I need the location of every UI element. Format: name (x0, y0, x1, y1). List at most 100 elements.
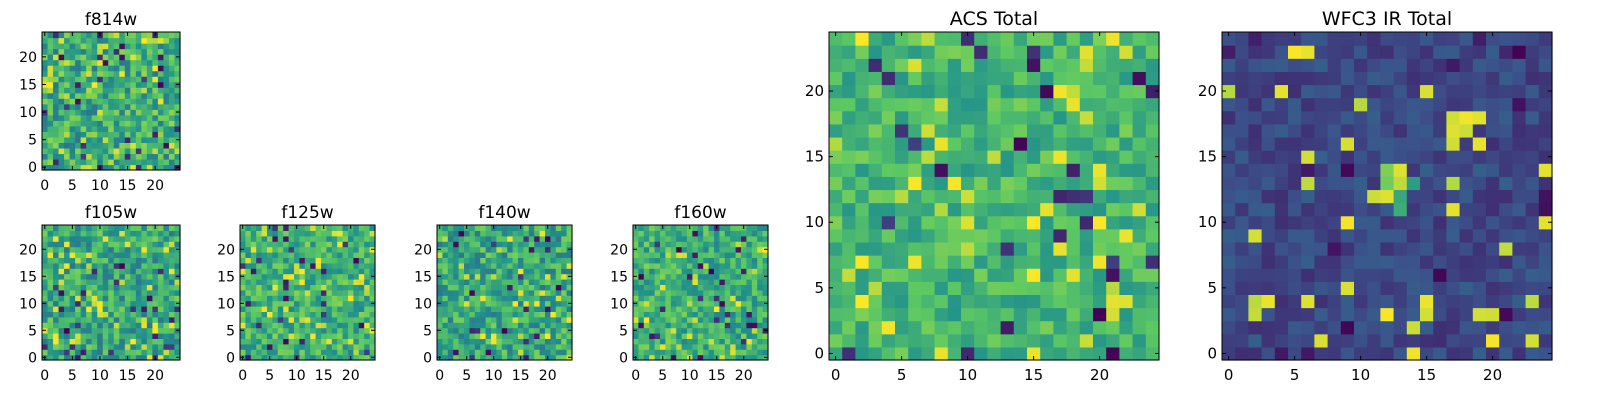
heatmap-cell (654, 246, 661, 253)
heatmap-cell (746, 349, 753, 356)
heatmap-cell (464, 241, 470, 248)
heatmap-cell (1459, 241, 1474, 256)
heatmap-cell (855, 228, 870, 243)
heatmap-cell (1538, 281, 1553, 295)
heatmap-cell (102, 262, 109, 269)
heatmap-cell (53, 322, 60, 329)
heatmap-cell (146, 273, 153, 280)
heatmap-cell (708, 300, 715, 307)
heatmap-cell (649, 284, 656, 291)
heatmap-cell (534, 311, 541, 318)
heatmap-cell (518, 241, 524, 248)
heatmap-cell (97, 241, 104, 248)
heatmap-cell (364, 343, 371, 350)
heatmap-cell (135, 225, 142, 231)
heatmap-cell (1013, 45, 1028, 59)
heatmap-cell (141, 306, 148, 312)
heatmap-cell (512, 306, 519, 312)
heatmap-cell (934, 123, 949, 138)
heatmap-cell (1499, 268, 1513, 282)
heatmap-cell (539, 252, 546, 258)
heatmap-cell (697, 225, 704, 231)
heatmap-cell (53, 273, 60, 280)
heatmap-cell (1027, 150, 1041, 164)
heatmap-cell (757, 316, 764, 323)
heatmap-cell (256, 322, 263, 329)
heatmap-cell (348, 284, 354, 291)
heatmap-cell (342, 235, 349, 242)
heatmap-cell (163, 343, 170, 350)
heatmap-cell (152, 142, 159, 149)
heatmap-cell (348, 252, 354, 258)
heatmap-cell (294, 322, 300, 329)
heatmap-cell (1248, 97, 1263, 112)
heatmap-cell (654, 322, 661, 329)
heatmap-cell (1486, 189, 1500, 204)
heatmap-cell (91, 158, 98, 166)
heatmap-cell (660, 273, 666, 280)
heatmap-cell (267, 300, 273, 307)
heatmap-cell (453, 262, 460, 269)
heatmap-cell (697, 252, 704, 258)
heatmap-cell (113, 131, 120, 138)
heatmap-cell (491, 235, 497, 242)
heatmap-cell (80, 295, 87, 302)
heatmap-cell (1380, 281, 1395, 295)
heatmap-cell (369, 289, 376, 296)
heatmap-cell (555, 322, 562, 329)
heatmap-cell (152, 114, 159, 121)
heatmap-cells (42, 225, 181, 361)
heatmap-cell (881, 150, 896, 164)
y-tick-label: 5 (226, 323, 235, 339)
heatmap-cell (304, 268, 311, 275)
heatmap-cell (245, 246, 252, 253)
heatmap-cell (735, 273, 742, 280)
heatmap-cell (746, 225, 753, 231)
heatmap-cell (80, 109, 87, 116)
heatmap-cell (1327, 307, 1342, 322)
heatmap-cell (881, 189, 896, 204)
heatmap-cell (697, 349, 704, 356)
heatmap-cell (58, 289, 65, 296)
heatmap-cell (1248, 189, 1263, 204)
heatmap-cell (714, 268, 720, 275)
heatmap-cell (315, 241, 322, 248)
heatmap-cell (1499, 58, 1513, 72)
heatmap-cell (267, 230, 273, 237)
heatmap-cell (245, 343, 252, 350)
heatmap-cell (108, 295, 115, 302)
heatmap-cell (141, 349, 148, 356)
heatmap-cell (152, 279, 159, 285)
heatmap-cell (80, 322, 87, 329)
heatmap-cell (974, 215, 988, 230)
heatmap-cell (528, 300, 535, 307)
heatmap-cell (534, 316, 541, 323)
heatmap-cell (1274, 136, 1289, 151)
heatmap-cell (174, 349, 181, 356)
heatmap-cell (141, 300, 148, 307)
heatmap-cell (692, 338, 699, 345)
y-tick-label: 5 (28, 133, 37, 149)
x-tick-label: 0 (238, 368, 247, 384)
heatmap-cell (348, 268, 354, 275)
heatmap-cell (501, 235, 508, 242)
heatmap-cell (1248, 84, 1263, 99)
heatmap-cell (947, 84, 962, 99)
heatmap-cell (566, 333, 573, 339)
heatmap-cell (174, 289, 181, 296)
heatmap-cell (168, 109, 176, 116)
heatmap-cell (741, 316, 747, 323)
heatmap-cell (1145, 320, 1160, 335)
heatmap-cell (528, 289, 535, 296)
heatmap-cell (294, 241, 300, 248)
y-tick-label: 20 (19, 50, 37, 66)
heatmap-cell (1145, 123, 1160, 138)
heatmap-cell (1525, 163, 1540, 177)
heatmap-cell (113, 81, 120, 88)
heatmap-cell (518, 338, 524, 345)
heatmap-cell (168, 257, 176, 264)
heatmap-cell (86, 295, 93, 302)
heatmap-cell (687, 300, 693, 307)
